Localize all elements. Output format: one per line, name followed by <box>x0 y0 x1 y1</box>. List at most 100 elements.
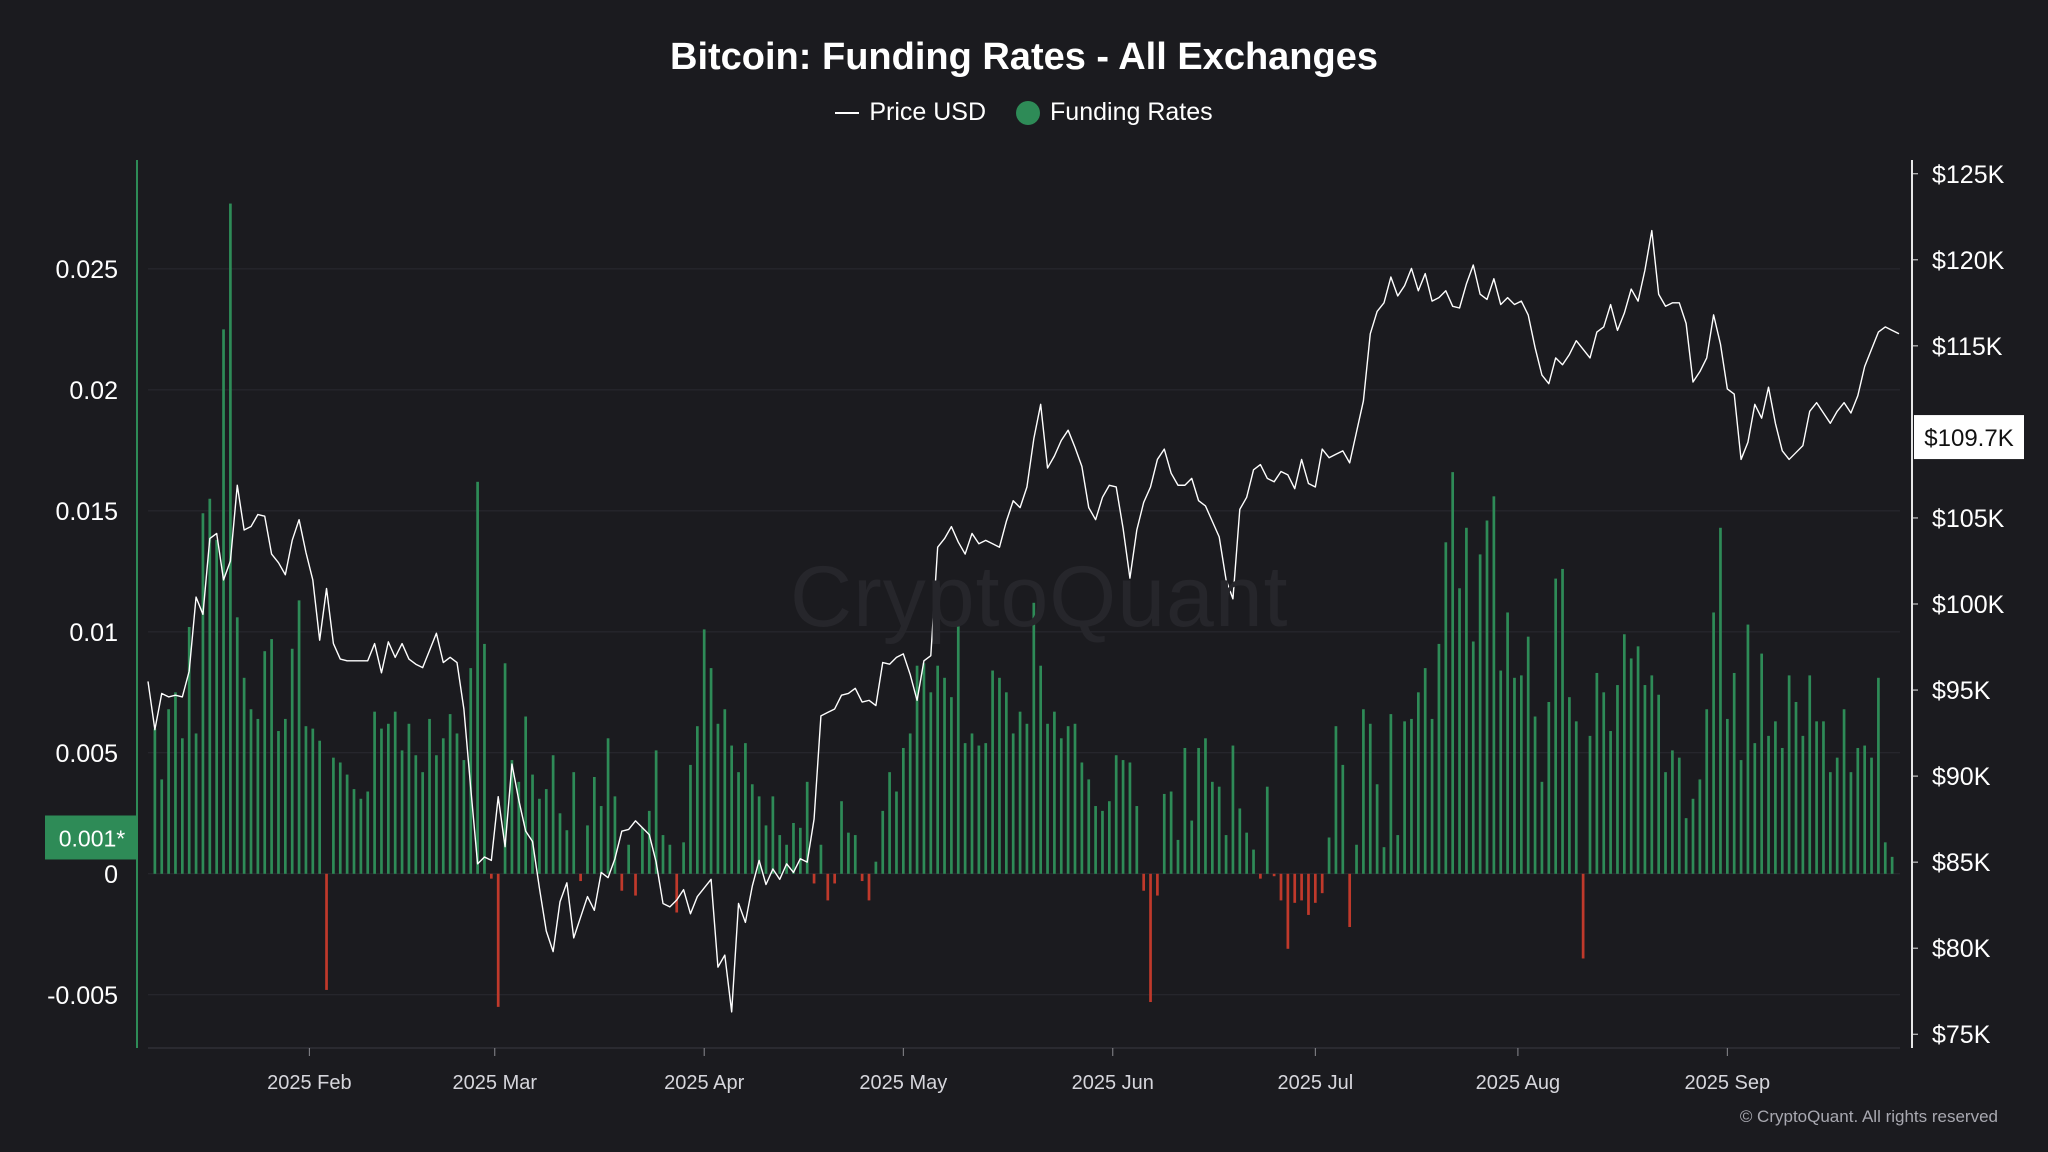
funding-rate-bar <box>1162 793 1166 874</box>
funding-rate-bar <box>1499 670 1503 874</box>
funding-rate-bar <box>297 600 301 874</box>
funding-rate-bar <box>1231 745 1235 874</box>
left-tick-label: 0.025 <box>55 256 118 284</box>
funding-rate-bar <box>1355 844 1358 874</box>
funding-rate-bar <box>840 801 843 874</box>
funding-rate-bar <box>1362 709 1365 874</box>
x-tick-label: 2025 Apr <box>664 1072 744 1094</box>
price-line <box>147 229 1900 1013</box>
funding-rate-bar <box>723 709 727 874</box>
funding-rate-bar <box>1101 810 1104 874</box>
funding-rate-bar <box>1430 718 1434 874</box>
right-tick-label: $115K <box>1932 333 2003 361</box>
funding-rate-bar <box>332 757 335 874</box>
right-tick-label: $105K <box>1932 505 2005 533</box>
funding-rate-bar <box>1272 873 1276 877</box>
funding-rate-bar <box>1650 675 1654 874</box>
funding-rate-bar <box>167 709 170 874</box>
funding-rate-bar <box>1114 755 1118 874</box>
funding-rate-bar <box>1616 685 1619 874</box>
funding-rate-bar <box>407 723 411 874</box>
legend: Price USD Funding Rates <box>0 98 2048 127</box>
circle-legend-icon <box>1016 100 1041 125</box>
funding-rate-bar <box>895 791 898 874</box>
funding-rate-bar <box>1334 726 1338 874</box>
funding-rate-bar <box>558 813 562 874</box>
funding-rate-bar <box>441 738 445 874</box>
left-tick-label: -0.005 <box>47 982 118 1010</box>
funding-rate-bar <box>1822 721 1825 874</box>
funding-rate-bar <box>1025 723 1029 874</box>
x-tick-label: 2025 May <box>859 1072 947 1094</box>
right-tick-label: $95K <box>1932 677 1991 705</box>
funding-rate-bar <box>668 844 672 874</box>
funding-rate-bar <box>970 733 974 874</box>
funding-rate-bar <box>1437 643 1441 874</box>
funding-rate-bar <box>737 772 740 874</box>
left-tick-label: 0 <box>104 861 118 889</box>
funding-rate-bar <box>867 873 871 901</box>
funding-rate-bar <box>771 796 775 874</box>
funding-rate-bar <box>277 731 280 874</box>
funding-rate-bar <box>1210 781 1214 874</box>
x-tick-label: 2025 Jul <box>1278 1072 1354 1094</box>
funding-rate-bar <box>730 745 734 874</box>
funding-rate-bar <box>792 822 795 874</box>
funding-rate-bar <box>1506 612 1509 874</box>
funding-rate-bar <box>1780 747 1784 874</box>
funding-rate-bar <box>1849 772 1853 874</box>
funding-rate-bar <box>1815 721 1818 874</box>
funding-rate-bar <box>531 774 534 874</box>
legend-label-price: Price USD <box>869 98 987 126</box>
funding-rate-bar <box>922 663 926 874</box>
funding-rate-bar <box>1059 738 1063 874</box>
legend-item-funding-rates[interactable]: Funding Rates <box>1016 98 1213 127</box>
funding-rate-bar <box>1458 588 1461 874</box>
funding-rate-bar <box>1691 798 1695 874</box>
funding-rate-bar <box>1739 760 1743 874</box>
funding-rate-bar <box>1519 675 1523 874</box>
funding-rate-bar <box>386 723 390 874</box>
funding-rate-bar <box>572 772 576 874</box>
legend-item-price[interactable]: Price USD <box>835 98 986 127</box>
funding-rate-bar <box>1629 658 1633 874</box>
funding-rate-bar <box>1238 808 1242 874</box>
funding-rate-bar <box>847 832 850 874</box>
funding-rate-bar <box>1574 721 1578 874</box>
funding-rate-badge-label: 0.001* <box>59 825 126 851</box>
funding-rate-bar <box>874 861 878 874</box>
funding-rate-bar <box>654 750 658 874</box>
funding-rate-bar <box>1444 542 1448 874</box>
funding-rate-bar <box>1671 750 1674 874</box>
left-tick-label: 0.005 <box>55 740 118 768</box>
funding-rate-bar <box>682 842 685 874</box>
funding-rate-bar <box>318 740 322 874</box>
funding-rate-bar <box>689 764 692 874</box>
funding-rate-bar <box>702 629 706 874</box>
funding-rate-bar <box>1540 781 1544 874</box>
funding-rate-bar <box>1794 701 1798 874</box>
funding-rate-bar <box>229 203 232 874</box>
funding-rate-bar <box>1252 849 1255 874</box>
funding-rate-bar <box>366 791 370 874</box>
funding-rate-bar <box>208 498 212 874</box>
funding-rate-bar <box>1547 701 1551 874</box>
funding-rate-bar <box>950 697 953 874</box>
funding-rate-bar <box>469 668 473 874</box>
funding-rate-bar <box>963 743 967 874</box>
funding-rate-bar <box>421 772 425 874</box>
funding-rate-bar <box>414 755 418 874</box>
funding-rate-bar <box>517 781 521 874</box>
funding-rate-bar <box>661 835 665 874</box>
funding-rate-bar <box>1643 685 1647 874</box>
funding-rate-bar <box>1719 527 1722 874</box>
funding-rate-bar <box>242 677 246 874</box>
funding-rate-bar <box>1622 634 1626 874</box>
funding-rate-bar <box>1197 747 1200 874</box>
funding-rate-bar <box>1217 786 1221 874</box>
right-axis-ticks: $125K $120K $115K $105K $100K $95K $90K $85K $80… <box>1912 161 2005 1049</box>
funding-rate-bar <box>1320 873 1324 894</box>
funding-rate-bar <box>1066 726 1070 874</box>
funding-rate-bar <box>1176 839 1180 874</box>
